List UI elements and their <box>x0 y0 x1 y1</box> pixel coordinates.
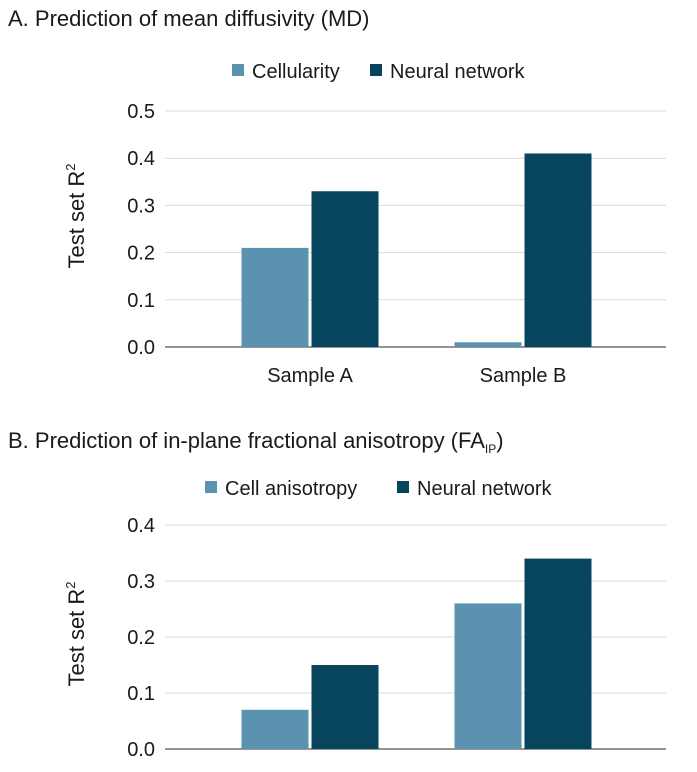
legend-swatch <box>370 64 382 76</box>
bar-neural-network-2 <box>524 153 592 347</box>
y-axis-label: Test set R2 <box>63 163 89 268</box>
category-label: Sample B <box>480 365 567 387</box>
panel-a-title: A. Prediction of mean diffusivity (MD) <box>8 6 370 31</box>
y-tick-label: 0.1 <box>127 290 155 312</box>
y-tick-label: 0.3 <box>127 195 155 217</box>
y-axis-label-superscript: 2 <box>63 163 78 170</box>
y-tick-label: 0.2 <box>127 627 155 649</box>
legend-swatch <box>205 481 217 493</box>
legend-swatch <box>232 64 244 76</box>
bar-neural-network-2 <box>524 558 592 749</box>
panel-b-title-subscript: IP <box>484 442 497 456</box>
legend-label: Cellularity <box>252 61 340 83</box>
y-tick-label: 0.5 <box>127 101 155 123</box>
y-axis-label-superscript: 2 <box>63 581 78 588</box>
y-tick-label: 0.3 <box>127 571 155 593</box>
legend-label: Cell anisotropy <box>225 478 357 500</box>
y-tick-label: 0.4 <box>127 515 155 537</box>
category-label: Sample A <box>267 365 353 387</box>
y-tick-label: 0.1 <box>127 683 155 705</box>
y-tick-label: 0.2 <box>127 243 155 265</box>
y-axis-label-main: Test set R <box>64 171 89 269</box>
bar-neural-network-1 <box>311 191 379 347</box>
y-tick-label: 0.0 <box>127 739 155 761</box>
legend-label: Neural network <box>390 61 526 83</box>
y-tick-label: 0.0 <box>127 337 155 359</box>
panel-b-title-end: ) <box>496 428 504 453</box>
bar-cellularity-2 <box>454 342 522 347</box>
y-axis-label-main: Test set R <box>64 589 89 687</box>
bar-cell-anisotropy-2 <box>454 603 522 749</box>
bar-neural-network-1 <box>311 665 379 749</box>
bar-cellularity-1 <box>241 247 309 347</box>
bar-cell-anisotropy-1 <box>241 709 309 749</box>
y-tick-label: 0.4 <box>127 148 155 170</box>
panel-b-title-main: B. Prediction of in-plane fractional ani… <box>8 428 485 453</box>
legend-label: Neural network <box>417 478 553 500</box>
panel-b-title: B. Prediction of in-plane fractional ani… <box>8 428 504 456</box>
y-axis-label: Test set R2 <box>63 581 89 686</box>
legend-swatch <box>397 481 409 493</box>
